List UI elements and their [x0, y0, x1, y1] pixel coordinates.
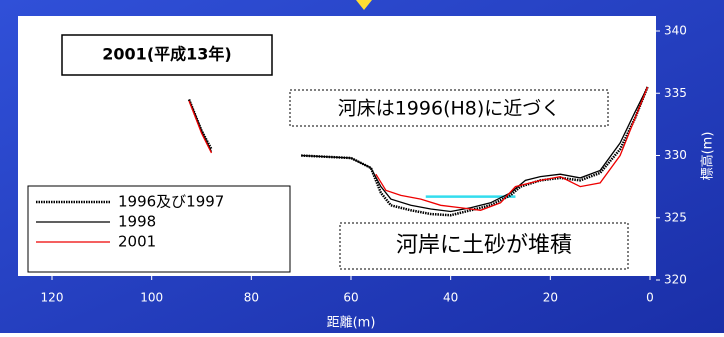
x-tick-label: 20: [543, 291, 558, 305]
annotation: 河床は1996(H8)に近づく: [338, 98, 561, 120]
y-tick-label: 325: [664, 210, 687, 224]
y-tick-label: 335: [664, 86, 687, 100]
chart-title: 2001(平成13年): [102, 45, 231, 64]
x-tick-label: 0: [646, 291, 654, 305]
y-tick-label: 330: [664, 148, 687, 162]
y-tick-label: 320: [664, 273, 687, 287]
y-tick-label: 340: [664, 24, 687, 38]
legend-label: 2001: [118, 233, 156, 251]
x-tick-label: 40: [443, 291, 458, 305]
x-tick-label: 80: [244, 291, 259, 305]
annotation: 河岸に土砂が堆積: [396, 233, 572, 258]
x-tick-label: 120: [41, 291, 64, 305]
x-tick-label: 100: [140, 291, 163, 305]
x-axis-label: 距離(m): [327, 316, 376, 331]
chart: 2001(平成13年) 河床は1996(H8)に近づく 河岸に土砂が堆積 距離(…: [0, 0, 724, 333]
legend-label: 1996及び1997: [118, 193, 224, 211]
page: 2001(平成13年) 河床は1996(H8)に近づく 河岸に土砂が堆積 距離(…: [0, 0, 724, 333]
x-tick-label: 60: [343, 291, 358, 305]
legend-label: 1998: [118, 213, 156, 231]
y-axis-label: 標高(m): [700, 132, 716, 181]
